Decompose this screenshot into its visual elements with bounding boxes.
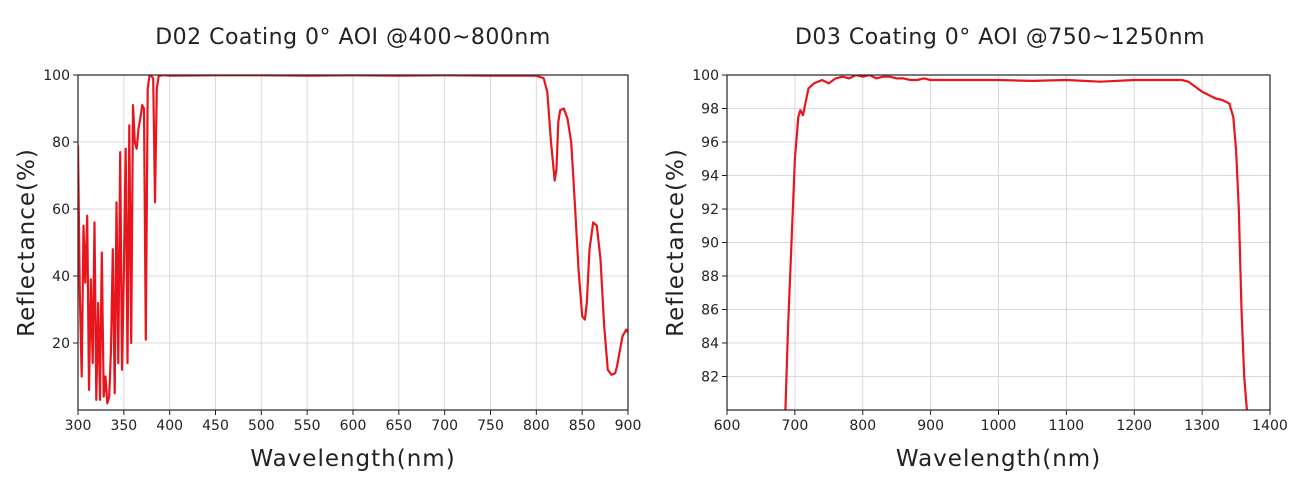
y-tick-label: 80 [52, 135, 70, 151]
y-tick-label: 20 [52, 336, 70, 352]
x-tick-label: 500 [248, 418, 275, 434]
y-tick-label: 84 [701, 336, 719, 352]
x-tick-label: 1300 [1184, 418, 1220, 434]
y-tick-label: 100 [692, 68, 719, 84]
x-axis-label: Wavelength(nm) [250, 446, 455, 472]
x-tick-label: 900 [615, 418, 642, 434]
x-tick-label: 650 [385, 418, 412, 434]
y-tick-label: 98 [701, 102, 719, 118]
y-tick-label: 90 [701, 236, 719, 252]
x-tick-label: 1400 [1252, 418, 1288, 434]
chart-2: 600 700 800 900 1000 1100 1200 1300 1400 82 84 86 88… [663, 25, 1288, 472]
x-tick-label: 700 [782, 418, 809, 434]
x-tick-label: 800 [849, 418, 876, 434]
x-tick-label: 350 [110, 418, 137, 434]
x-tick-label: 400 [156, 418, 183, 434]
x-tick-label: 800 [523, 418, 550, 434]
y-tick-label: 86 [701, 303, 719, 319]
x-tick-label: 600 [340, 418, 367, 434]
y-tick-label: 100 [43, 68, 70, 84]
chart-title: D02 Coating 0° AOI @400~800nm [155, 25, 551, 50]
x-tick-label: 850 [569, 418, 596, 434]
y-tick-label: 40 [52, 269, 70, 285]
x-tick-label: 750 [477, 418, 504, 434]
chart-title: D03 Coating 0° AOI @750~1250nm [795, 25, 1205, 50]
x-tick-label: 700 [431, 418, 458, 434]
x-tick-label: 450 [202, 418, 229, 434]
x-tick-label: 900 [917, 418, 944, 434]
y-axis-label: Reflectance(%) [14, 148, 40, 337]
x-tick-label: 600 [714, 418, 741, 434]
series-line-1 [784, 75, 1248, 410]
x-tick-label: 550 [294, 418, 321, 434]
x-tick-label: 1000 [981, 418, 1017, 434]
chart-1: 300 350 400 450 500 550 600 650 700 750 800 850 900 2… [14, 25, 641, 472]
y-tick-label: 94 [701, 169, 719, 185]
y-axis-label: Reflectance(%) [663, 148, 689, 337]
y-tick-label: 82 [701, 370, 719, 386]
x-axis-label: Wavelength(nm) [896, 446, 1101, 472]
series-line-1 [78, 75, 628, 405]
y-tick-label: 60 [52, 202, 70, 218]
x-tick-label: 1100 [1049, 418, 1085, 434]
y-tick-label: 96 [701, 135, 719, 151]
y-tick-label: 92 [701, 202, 719, 218]
x-tick-label: 1200 [1116, 418, 1152, 434]
x-tick-label: 300 [65, 418, 92, 434]
y-tick-label: 88 [701, 269, 719, 285]
